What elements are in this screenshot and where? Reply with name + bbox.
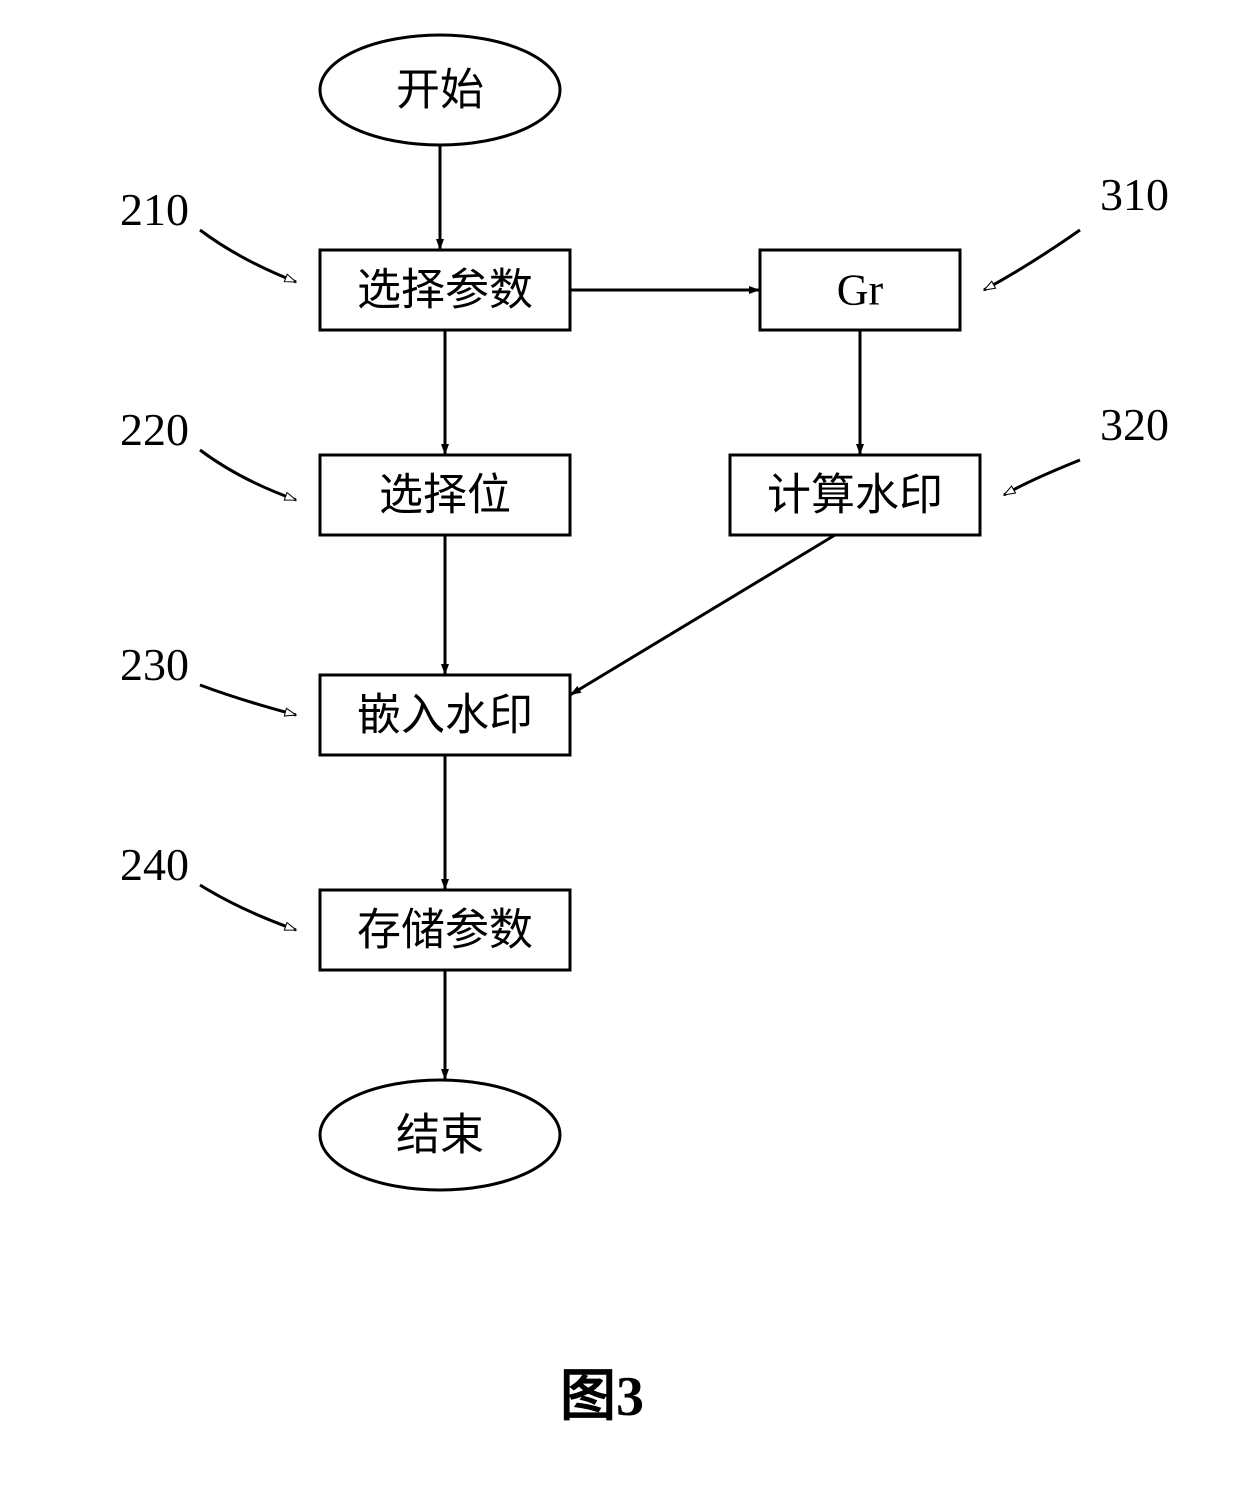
node-n310: Gr — [760, 250, 960, 330]
node-start: 开始 — [320, 35, 560, 145]
node-n230: 嵌入水印 — [320, 675, 570, 755]
ref-r210: 210 — [120, 184, 296, 282]
ref-r240-label: 240 — [120, 839, 189, 890]
ref-r230-pointer — [200, 685, 296, 715]
node-n220: 选择位 — [320, 455, 570, 535]
ref-r220: 220 — [120, 404, 296, 500]
ref-r310-pointer — [984, 230, 1080, 290]
ref-r310: 310 — [984, 169, 1169, 290]
ref-r320: 320 — [1004, 399, 1169, 495]
ref-r240-pointer — [200, 885, 296, 930]
node-n230-label: 嵌入水印 — [357, 691, 533, 740]
node-end: 结束 — [320, 1080, 560, 1190]
node-n320-label: 计算水印 — [767, 471, 943, 520]
node-n240: 存储参数 — [320, 890, 570, 970]
ref-r210-label: 210 — [120, 184, 189, 235]
node-n210: 选择参数 — [320, 250, 570, 330]
figure-caption: 图3 — [560, 1366, 644, 1428]
ref-r230-label: 230 — [120, 639, 189, 690]
node-start-label: 开始 — [396, 66, 484, 115]
ref-r320-pointer — [1004, 460, 1080, 495]
node-end-label: 结束 — [396, 1111, 484, 1160]
ref-r320-label: 320 — [1100, 399, 1169, 450]
node-n210-label: 选择参数 — [357, 266, 533, 315]
ref-r230: 230 — [120, 639, 296, 715]
ref-r220-label: 220 — [120, 404, 189, 455]
ref-r240: 240 — [120, 839, 296, 930]
node-n320: 计算水印 — [730, 455, 980, 535]
ref-r210-pointer — [200, 230, 296, 282]
node-n310-label: Gr — [837, 266, 884, 315]
node-n220-label: 选择位 — [379, 471, 511, 520]
node-n240-label: 存储参数 — [357, 906, 533, 955]
edge-n320-n230 — [570, 535, 835, 695]
ref-r220-pointer — [200, 450, 296, 500]
ref-r310-label: 310 — [1100, 169, 1169, 220]
